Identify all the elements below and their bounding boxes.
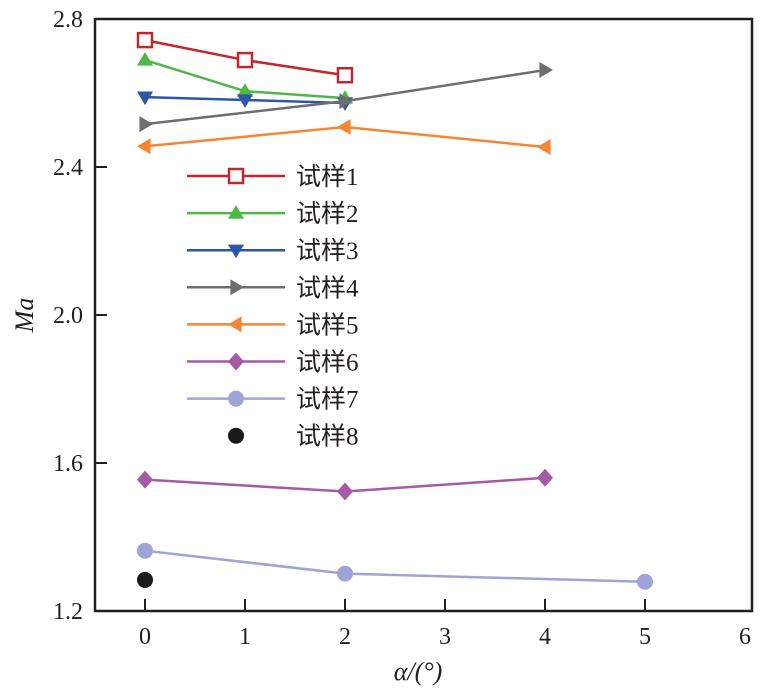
legend-label: 试样2 bbox=[296, 200, 359, 228]
y-tick-label: 1.6 bbox=[53, 451, 83, 477]
x-tick-label: 0 bbox=[139, 624, 151, 650]
x-axis-label: α/(°) bbox=[394, 657, 443, 686]
legend-label: 试样7 bbox=[296, 386, 359, 414]
circle-marker bbox=[337, 565, 353, 582]
triangle-up-marker bbox=[237, 83, 253, 97]
triangle-up-marker bbox=[137, 52, 153, 66]
triangle-left-marker bbox=[337, 119, 351, 136]
circle-marker bbox=[637, 573, 653, 590]
triangle-right-marker bbox=[539, 62, 553, 79]
y-tick-label: 2.0 bbox=[53, 303, 83, 329]
series-7 bbox=[137, 542, 653, 590]
triangle-right-marker bbox=[339, 93, 353, 110]
square-marker bbox=[336, 66, 354, 84]
diamond-marker bbox=[137, 470, 153, 489]
diamond-marker bbox=[228, 352, 244, 371]
series-4 bbox=[139, 62, 553, 133]
y-axis-label: Ma bbox=[10, 298, 39, 334]
triangle-left-marker bbox=[228, 316, 242, 333]
triangle-left-marker bbox=[537, 139, 551, 156]
series-line bbox=[144, 549, 646, 584]
x-tick-label: 6 bbox=[739, 624, 751, 650]
x-tick-label: 4 bbox=[539, 624, 551, 650]
legend-label: 试样4 bbox=[296, 274, 359, 302]
legend-item: 试样5 bbox=[187, 311, 359, 339]
x-tick-label: 1 bbox=[239, 624, 251, 650]
legend-item: 试样3 bbox=[187, 237, 359, 265]
legend-label: 试样1 bbox=[296, 163, 359, 191]
plot-frame bbox=[93, 17, 754, 613]
square-marker bbox=[136, 31, 154, 49]
legend-label: 试样8 bbox=[296, 423, 359, 451]
legend-item: 试样8 bbox=[228, 423, 359, 451]
legend-label: 试样6 bbox=[296, 349, 359, 377]
legend-label: 试样5 bbox=[296, 311, 359, 339]
circle-marker bbox=[228, 390, 244, 407]
series-5 bbox=[137, 119, 551, 156]
circle-marker bbox=[137, 571, 153, 588]
y-tick-label: 1.2 bbox=[53, 599, 83, 625]
series-8 bbox=[137, 571, 153, 588]
legend-item: 试样1 bbox=[187, 163, 359, 191]
triangle-right-marker bbox=[230, 279, 244, 296]
legend-label: 试样3 bbox=[296, 237, 359, 265]
y-tick-label: 2.8 bbox=[53, 7, 83, 33]
triangle-right-marker bbox=[139, 116, 153, 133]
square-marker bbox=[227, 167, 245, 185]
triangle-left-marker bbox=[137, 138, 151, 155]
circle-marker bbox=[137, 542, 153, 559]
legend-item: 试样6 bbox=[187, 349, 359, 377]
diamond-marker bbox=[537, 468, 553, 487]
triangle-down-marker bbox=[228, 244, 244, 259]
square-marker bbox=[236, 51, 254, 69]
triangle-up-marker bbox=[228, 205, 244, 219]
legend-item: 试样7 bbox=[187, 386, 359, 414]
legend-item: 试样4 bbox=[187, 274, 359, 302]
x-tick-label: 5 bbox=[639, 624, 651, 650]
y-tick-label: 2.4 bbox=[53, 155, 83, 181]
series-6 bbox=[137, 468, 553, 501]
triangle-down-marker bbox=[137, 91, 153, 106]
x-tick-label: 3 bbox=[439, 624, 451, 650]
legend-item: 试样2 bbox=[187, 200, 359, 228]
x-tick-label: 2 bbox=[339, 624, 351, 650]
series-1 bbox=[136, 31, 354, 84]
circle-marker bbox=[228, 427, 244, 444]
triangle-down-marker bbox=[237, 94, 253, 109]
diamond-marker bbox=[337, 482, 353, 501]
